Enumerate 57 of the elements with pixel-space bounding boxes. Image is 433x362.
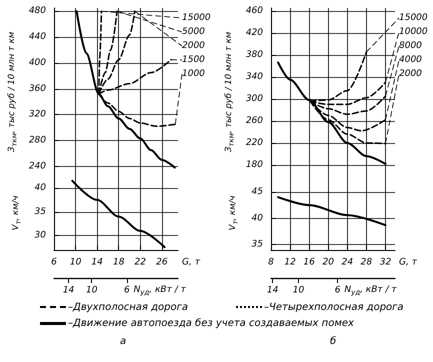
y-tick-label: 35 xyxy=(252,240,264,250)
x-tick-label: 22 xyxy=(134,258,146,268)
y-tick-label: 40 xyxy=(34,182,46,193)
legend-label: 1500 xyxy=(182,55,206,65)
y-tick-label: 40 xyxy=(252,213,264,224)
y-tick-label: 45 xyxy=(252,186,264,197)
y-tick-label: 280 xyxy=(28,135,46,146)
x2-tick-label: 10 xyxy=(292,286,304,296)
y-tick-label: 260 xyxy=(246,116,264,126)
text: 8000 xyxy=(399,41,422,51)
y-tick-label: 380 xyxy=(246,50,264,60)
text: б xyxy=(330,336,336,347)
text: 4000 xyxy=(399,55,422,65)
text: 1000 xyxy=(182,69,206,79)
text: –Двухполосная дорога xyxy=(68,302,188,313)
y-tick-label: 30 xyxy=(34,230,46,241)
y-tick-label: 420 xyxy=(246,28,264,38)
text: –Движение автопоезда без учета создаваемых помех xyxy=(68,318,354,329)
y-tick-label: 320 xyxy=(28,110,46,120)
x-tick-label: 28 xyxy=(360,258,372,268)
y-tick-label: 300 xyxy=(246,94,264,104)
x-tick-label: 6 xyxy=(51,258,58,268)
text: а xyxy=(120,336,126,347)
x2-tick-label: 14 xyxy=(266,286,279,296)
y-tick-label: 460 xyxy=(246,6,264,16)
y-tick-label: 360 xyxy=(28,84,46,94)
x-tick-label: 32 xyxy=(380,258,392,268)
x-tick-label: 16 xyxy=(303,258,316,268)
y-tick-label: 35 xyxy=(34,206,46,217)
y-tick-label: 340 xyxy=(246,72,264,82)
text: –Четырехполосная дорога xyxy=(264,302,404,313)
x2-tick-label: 6 xyxy=(124,286,130,296)
x2-tick-label: 10 xyxy=(86,286,98,296)
y-tick-label: 180 xyxy=(246,160,264,170)
text: 2000 xyxy=(182,41,206,51)
x-axis-title: G, т xyxy=(399,258,418,268)
x-axis-title: G, т xyxy=(182,258,201,268)
x-tick-label: 26 xyxy=(156,258,168,268)
y-tick-label: 480 xyxy=(28,6,46,16)
y-tick-label: 400 xyxy=(28,58,46,68)
x2-tick-label: 14 xyxy=(62,286,75,296)
x-tick-label: 10 xyxy=(70,258,82,268)
y-tick-label: 240 xyxy=(28,161,46,172)
y-tick-label: 440 xyxy=(28,32,46,42)
x-tick-label: 20 xyxy=(322,258,334,268)
text: 5000 xyxy=(182,27,206,37)
y-tick-label: 220 xyxy=(246,138,264,148)
x-tick-label: 8 xyxy=(268,258,274,268)
x-tick-label: 14 xyxy=(91,258,104,268)
x-tick-label: 24 xyxy=(342,258,354,268)
x2-tick-label: 6 xyxy=(334,286,341,296)
text: 10000 xyxy=(399,27,428,37)
text: 15000 xyxy=(399,13,428,23)
x-tick-label: 18 xyxy=(112,258,125,268)
text: 15000 xyxy=(182,13,211,23)
text: 2000 xyxy=(399,69,422,79)
x-tick-label: 12 xyxy=(284,258,296,268)
